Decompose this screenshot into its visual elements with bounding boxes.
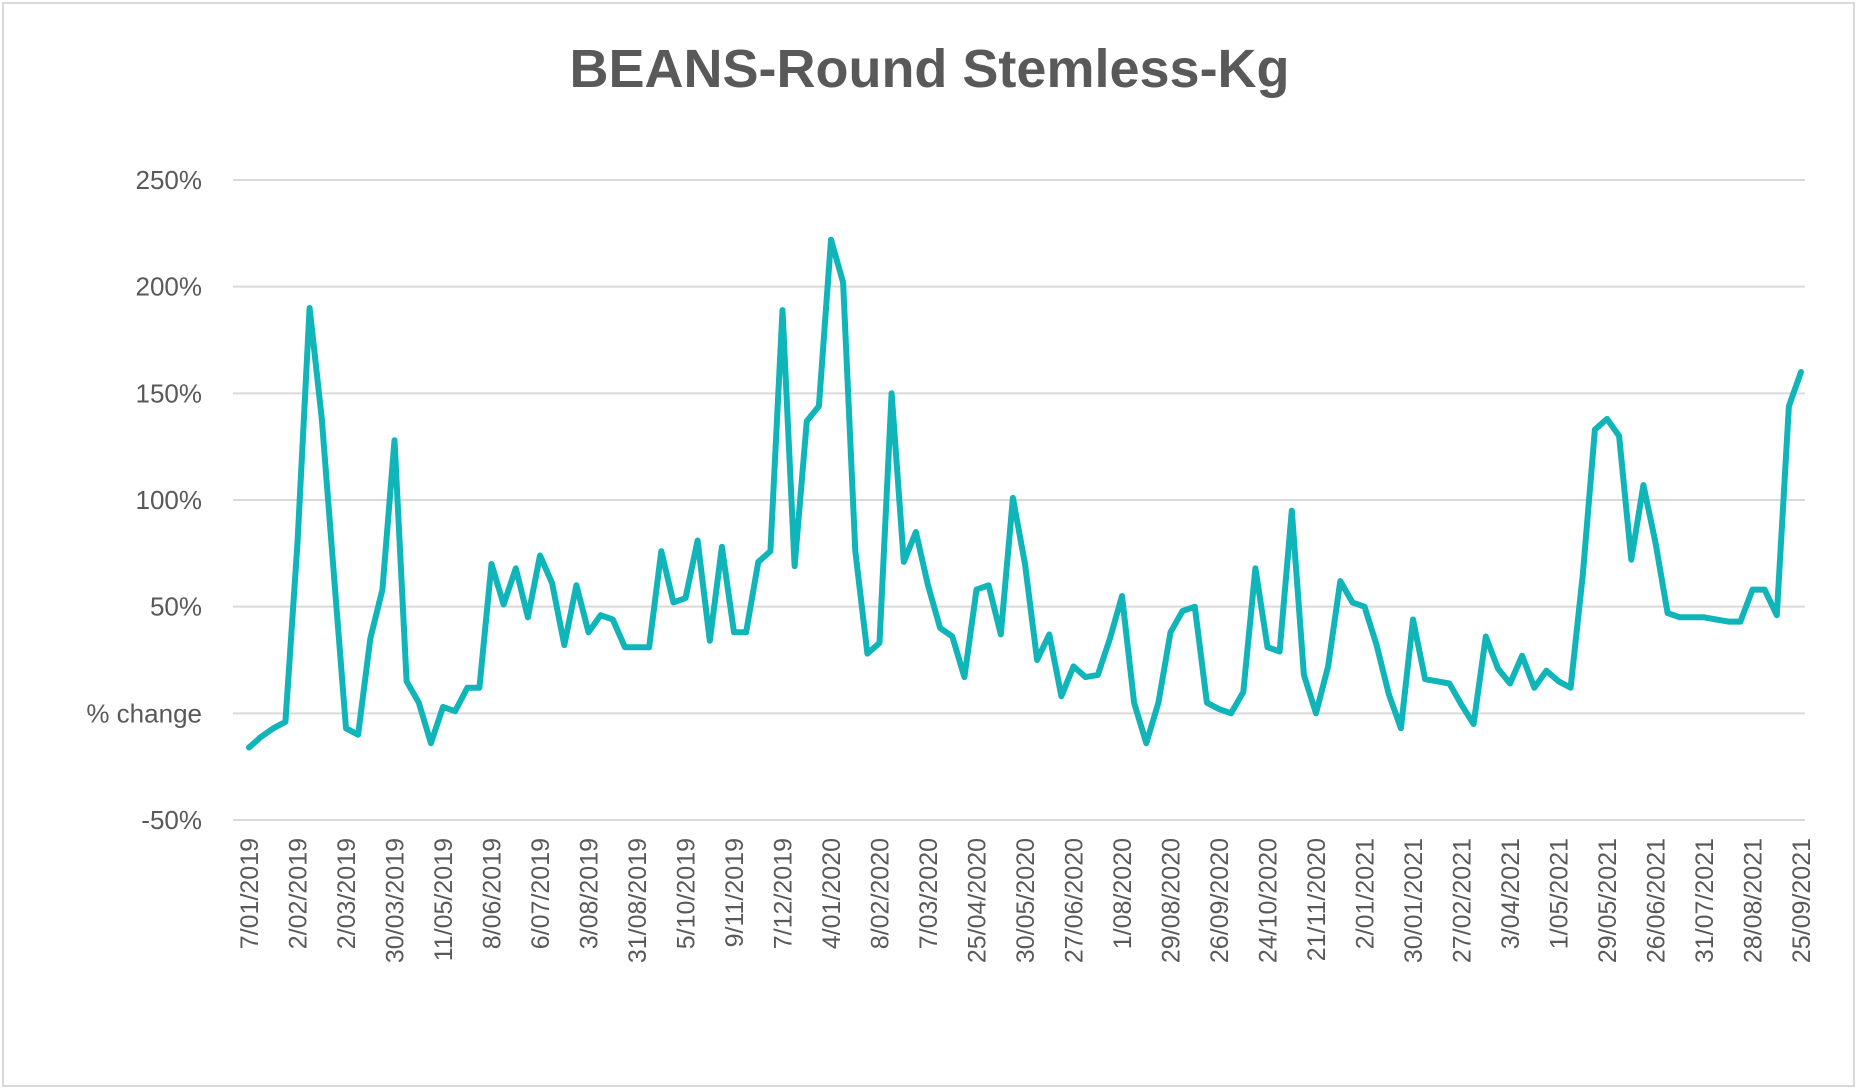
x-tick-label: 27/06/2020 <box>1061 838 1089 963</box>
y-tick-label: 150% <box>136 378 203 408</box>
x-tick-label: 29/08/2020 <box>1158 838 1186 963</box>
x-tick-label: 7/01/2019 <box>236 838 264 949</box>
x-tick-label: 6/07/2019 <box>527 838 555 949</box>
x-tick-label: 1/08/2020 <box>1109 838 1137 949</box>
x-tick-label: 7/12/2019 <box>770 838 798 949</box>
y-tick-label: 200% <box>136 272 203 302</box>
x-tick-label: 11/05/2019 <box>430 838 458 961</box>
x-tick-label: 25/09/2021 <box>1788 838 1816 963</box>
x-axis-ticks: 7/01/2019 2/02/2019 2/03/2019 30/03/2019 11/… <box>236 838 1816 963</box>
x-tick-label: 26/09/2020 <box>1206 838 1234 963</box>
x-tick-label: 2/01/2021 <box>1352 838 1380 949</box>
x-tick-label: 3/08/2019 <box>576 838 604 949</box>
x-tick-label: 4/01/2020 <box>818 838 846 949</box>
y-tick-label: 50% <box>150 592 202 622</box>
x-tick-label: 2/02/2019 <box>285 838 313 949</box>
x-tick-label: 25/04/2020 <box>964 838 992 963</box>
x-tick-label: 5/10/2019 <box>673 838 701 949</box>
x-tick-label: 31/07/2021 <box>1691 838 1719 963</box>
y-tick-label: -50% <box>141 805 202 835</box>
x-tick-label: 26/06/2021 <box>1643 838 1671 963</box>
x-tick-label: 30/03/2019 <box>382 838 410 963</box>
x-tick-label: 24/10/2020 <box>1255 838 1283 963</box>
x-tick-label: 1/05/2021 <box>1546 838 1574 949</box>
x-tick-label: 3/04/2021 <box>1497 838 1525 949</box>
x-tick-label: 29/05/2021 <box>1594 838 1622 963</box>
series-group <box>246 236 1804 751</box>
chart-title: BEANS-Round Stemless-Kg <box>569 39 1290 99</box>
x-tick-label: 7/03/2020 <box>915 838 943 949</box>
x-tick-label: 2/03/2019 <box>333 838 361 949</box>
series-line <box>246 236 1804 751</box>
x-tick-label: 28/08/2021 <box>1740 838 1768 963</box>
y-axis-ticks: 250% 200% 150% 100% 50% % change -50% <box>86 165 202 835</box>
x-tick-label: 27/02/2021 <box>1449 838 1477 963</box>
y-tick-label: % change <box>86 698 202 728</box>
x-tick-label: 30/01/2021 <box>1400 838 1428 963</box>
y-tick-label: 250% <box>136 165 203 195</box>
x-tick-label: 8/06/2019 <box>479 838 507 949</box>
x-tick-label: 30/05/2020 <box>1012 838 1040 963</box>
x-tick-label: 9/11/2019 <box>721 838 749 947</box>
x-tick-label: 21/11/2020 <box>1303 838 1331 961</box>
y-tick-label: 100% <box>136 485 203 515</box>
x-tick-label: 31/08/2019 <box>624 838 652 963</box>
x-tick-label: 8/02/2020 <box>867 838 895 949</box>
gridlines <box>233 179 1805 821</box>
